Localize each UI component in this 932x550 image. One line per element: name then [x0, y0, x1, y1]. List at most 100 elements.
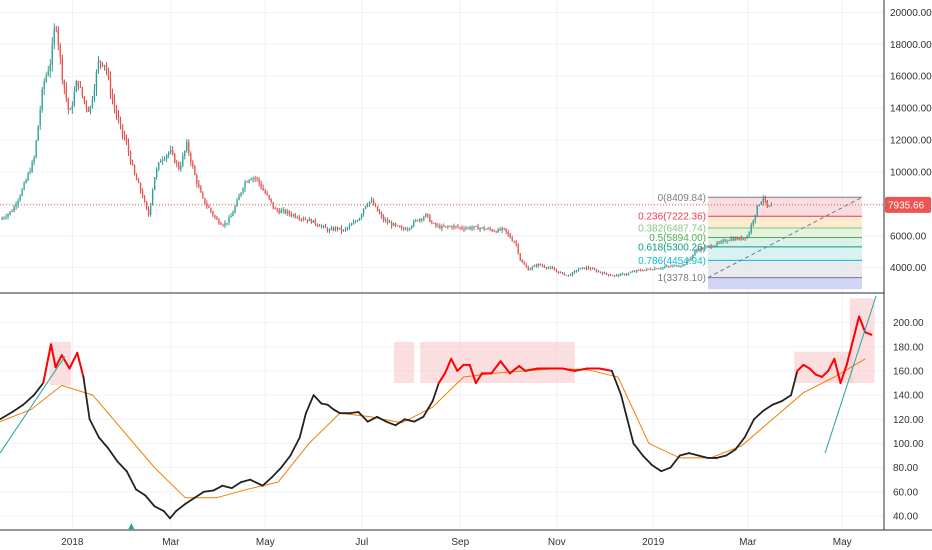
candle-body	[332, 228, 335, 231]
candle-body	[589, 268, 592, 270]
candle-body	[529, 268, 531, 271]
candle-body	[382, 216, 385, 221]
price-tick-label: 4000.00	[890, 263, 927, 274]
candle-body	[599, 271, 602, 273]
indicator-segment	[249, 478, 264, 487]
candle-body	[636, 269, 638, 272]
indicator-segment	[626, 418, 635, 445]
candle-body	[101, 62, 104, 67]
candle-body	[545, 267, 548, 269]
candle-body	[248, 179, 250, 183]
indicator-segment	[669, 454, 681, 469]
indicator-panel[interactable]	[0, 295, 884, 530]
candle-body	[166, 154, 168, 159]
candle-body	[364, 206, 367, 209]
candlestick-series	[1, 23, 773, 278]
indicator-lines	[0, 295, 877, 530]
candle-body	[670, 266, 672, 268]
indicator-segment	[305, 394, 315, 415]
candle-body	[674, 265, 676, 266]
candle-body	[63, 80, 65, 88]
indicator-tick-label: 40.00	[893, 511, 918, 522]
candle-body	[457, 226, 459, 228]
candle-body	[113, 99, 116, 108]
indicator-segment	[660, 466, 672, 473]
candle-body	[87, 107, 90, 112]
indicator-segment	[332, 408, 341, 415]
candle-body	[244, 181, 246, 189]
candle-body	[258, 178, 260, 184]
candle-body	[55, 28, 57, 30]
indicator-segment	[280, 454, 292, 469]
candle-body	[274, 207, 276, 210]
candle-body	[716, 242, 718, 246]
candle-body	[621, 273, 624, 275]
time-tick-label: Mar	[739, 537, 757, 548]
candle-body	[336, 227, 339, 230]
candle-body	[250, 179, 252, 180]
candle-body	[702, 248, 704, 250]
indicator-segment	[499, 360, 511, 375]
candle-body	[746, 235, 748, 239]
indicator-segment	[221, 484, 233, 490]
indicator-highlight-zones	[49, 298, 875, 386]
indicator-segment	[88, 418, 100, 439]
candle-body	[366, 204, 369, 207]
indicator-segment	[125, 470, 137, 491]
candle-body	[672, 265, 674, 267]
candle-body	[692, 254, 694, 258]
candle-body	[487, 228, 489, 230]
indicator-segment	[598, 367, 613, 372]
time-tick-label: Sep	[451, 537, 469, 548]
candle-body	[678, 266, 680, 268]
candle-body	[517, 244, 519, 254]
candle-body	[469, 227, 471, 229]
candle-body	[188, 142, 190, 154]
candle-body	[722, 240, 724, 242]
candle-body	[384, 220, 387, 221]
indicator-segment	[107, 447, 119, 463]
candle-body	[567, 274, 570, 276]
indicator-segment	[858, 315, 867, 334]
indicator-segment	[394, 418, 406, 427]
price-tick-label: 14000.00	[890, 104, 932, 115]
candle-body	[59, 44, 61, 58]
indicator-segment	[820, 369, 830, 378]
candle-body	[198, 183, 200, 187]
indicator-segment	[762, 403, 774, 412]
candle-body	[252, 177, 254, 180]
candle-body	[433, 223, 435, 224]
indicator-segment	[261, 476, 273, 487]
candle-body	[155, 169, 158, 178]
candle-body	[280, 210, 282, 213]
candle-body	[750, 224, 752, 233]
candle-body	[99, 60, 102, 63]
candle-body	[451, 226, 453, 228]
candle-body	[300, 218, 302, 220]
price-tick-label: 18000.00	[890, 40, 932, 51]
candle-body	[202, 192, 204, 198]
price-tick-label: 20000.00	[890, 8, 932, 19]
candle-body	[615, 274, 618, 276]
candle-body	[483, 227, 485, 230]
fib-zone-band	[708, 197, 862, 217]
candle-body	[609, 275, 612, 277]
candle-body	[477, 226, 479, 230]
candle-body	[71, 105, 74, 110]
indicator-tick-label: 160.00	[893, 366, 924, 377]
indicator-segment	[456, 363, 465, 372]
indicator-tick-label: 200.00	[893, 318, 924, 329]
price-panel[interactable]: 0(8409.84)0.236(7222.36)0.382(6487.74)0.…	[0, 0, 884, 528]
indicator-segment	[11, 403, 25, 413]
indicator-segment	[864, 331, 873, 336]
candle-body	[479, 228, 481, 230]
candle-body	[475, 226, 477, 227]
candle-body	[103, 64, 106, 67]
candle-body	[762, 198, 764, 202]
candle-body	[109, 77, 112, 95]
indicator-segment	[743, 418, 755, 439]
candle-body	[192, 162, 194, 167]
candle-body	[623, 273, 626, 275]
indicator-segment	[357, 411, 369, 423]
